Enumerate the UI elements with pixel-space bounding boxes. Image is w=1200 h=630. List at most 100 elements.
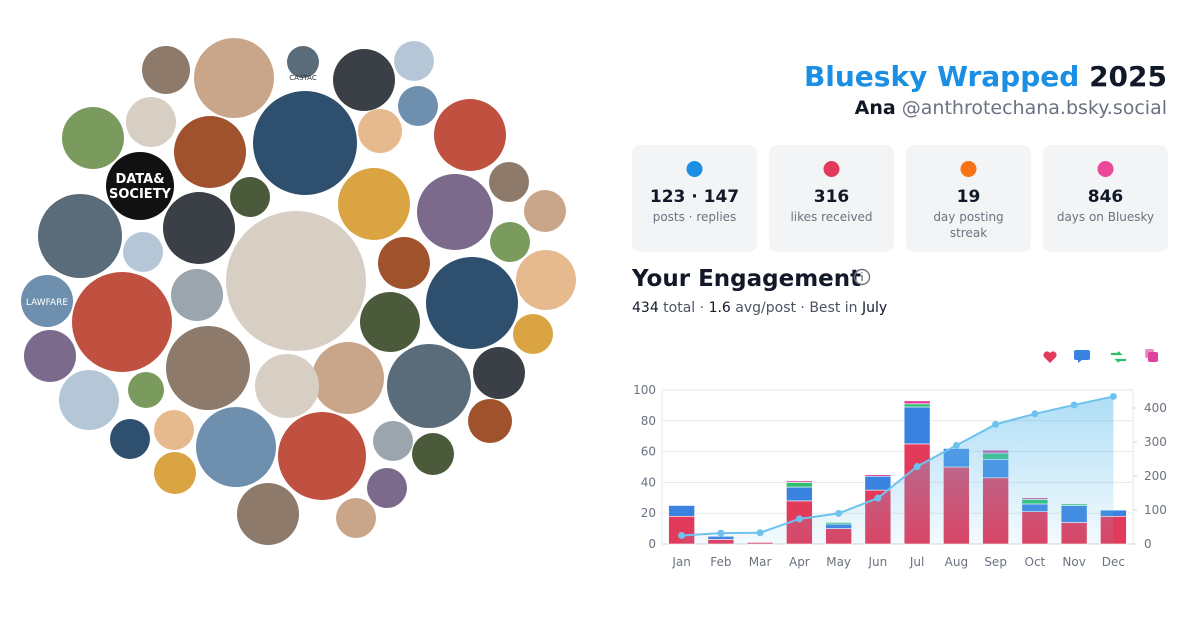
- title-year: 2025: [1089, 60, 1167, 93]
- title-text: Bluesky Wrapped: [804, 60, 1079, 93]
- stat-card: [769, 145, 894, 252]
- y-tick-label: 40: [641, 475, 656, 489]
- summary-part: 434: [632, 300, 659, 316]
- avatar: [166, 326, 250, 410]
- avatar: [287, 46, 319, 78]
- line-point: [678, 532, 686, 540]
- avatar: [412, 433, 454, 475]
- summary-part: 1.6: [709, 300, 731, 316]
- avatar: [516, 250, 576, 310]
- x-tick-label: Mar: [749, 555, 772, 569]
- avatar: [59, 370, 119, 430]
- avatar: [142, 46, 190, 94]
- bar-segment: [668, 505, 695, 517]
- engagement-title: Your Engagement: [631, 266, 861, 292]
- x-tick-label: Jun: [868, 555, 888, 569]
- avatar: [230, 177, 270, 217]
- x-tick-label: Jul: [909, 555, 924, 569]
- avatar: [524, 190, 566, 232]
- stats: 123 · 147 posts · replies 316 likes receive…: [632, 145, 1168, 252]
- avatar: [358, 109, 402, 153]
- stat-card: [632, 145, 757, 252]
- avatar: [226, 211, 366, 351]
- avatar: [513, 314, 553, 354]
- avatar-text: SOCIETY: [109, 187, 172, 202]
- line-point: [1109, 392, 1117, 400]
- avatar: [62, 107, 124, 169]
- avatar: [367, 468, 407, 508]
- avatar: [417, 174, 493, 250]
- user-line: Ana @anthrotechana.bsky.social: [855, 97, 1167, 119]
- y2-tick-label: 400: [1144, 401, 1167, 415]
- x-tick-label: Feb: [710, 555, 731, 569]
- avatar: [110, 419, 150, 459]
- bar-segment: [786, 486, 813, 502]
- stat-value: 846: [1088, 187, 1124, 207]
- line-point: [795, 515, 803, 523]
- avatar: [38, 194, 122, 278]
- avatar: [426, 257, 518, 349]
- avatar: [106, 152, 174, 220]
- y2-tick-label: 100: [1144, 503, 1167, 517]
- bar-segment: [786, 480, 813, 483]
- avatar-text: CASTAC: [289, 74, 317, 82]
- y2-tick-label: 200: [1144, 469, 1167, 483]
- bar-segment: [903, 406, 931, 445]
- stat-icon: [686, 161, 703, 177]
- stat-label: day posting: [933, 210, 1003, 224]
- line-point: [835, 509, 843, 517]
- avatar: [126, 97, 176, 147]
- avatar: [489, 162, 529, 202]
- user-handle: @anthrotechana.bsky.social: [902, 97, 1167, 119]
- avatar: [312, 342, 384, 414]
- y-tick-label: 20: [641, 506, 656, 520]
- stat-card: [906, 145, 1031, 252]
- x-tick-label: Nov: [1062, 555, 1085, 569]
- avatar: [387, 344, 471, 428]
- engagement-chart: 0 20 40 60 80 100 0 100 200 300 400 Jan Feb Mar Apr May…: [633, 383, 1167, 569]
- line-area: [681, 396, 1114, 544]
- avatar: [394, 41, 434, 81]
- stat-value: 123 · 147: [650, 187, 739, 207]
- line-point: [756, 529, 764, 537]
- avatar: [378, 237, 430, 289]
- stat-icon: [960, 161, 977, 177]
- bar-segment: [864, 474, 892, 477]
- wrapped-title: Bluesky Wrapped 2025: [804, 60, 1167, 93]
- avatar: [21, 275, 73, 327]
- line-point: [992, 420, 1000, 428]
- avatar: [123, 232, 163, 272]
- y-tick-label: 80: [641, 414, 656, 428]
- stat-value: 19: [957, 187, 981, 207]
- avatar: [255, 354, 319, 418]
- x-tick-label: Oct: [1025, 555, 1046, 569]
- avatar: [196, 407, 276, 487]
- summary-part: July: [861, 300, 887, 316]
- bar-segment: [903, 400, 931, 405]
- avatar-text: LAWFARE: [26, 298, 69, 308]
- x-tick-label: Aug: [945, 555, 968, 569]
- avatar: [174, 116, 246, 188]
- stat-card: [1043, 145, 1168, 252]
- stat-icon: [1097, 161, 1114, 177]
- stat-label: likes received: [790, 210, 872, 224]
- line-point: [717, 529, 725, 537]
- avatar: [194, 38, 274, 118]
- stat-label: posts · replies: [653, 210, 737, 224]
- bar-segment: [786, 482, 813, 488]
- y-tick-label: 100: [633, 383, 656, 397]
- y-tick-label: 60: [641, 445, 656, 459]
- summary-part: total ·: [659, 300, 709, 316]
- y2-tick-label: 0: [1144, 537, 1152, 551]
- y2-tick-label: 300: [1144, 435, 1167, 449]
- avatar: [333, 49, 395, 111]
- x-tick-label: Jan: [671, 555, 691, 569]
- bar-segment: [903, 403, 931, 408]
- info-icon: [853, 268, 871, 286]
- line-point: [1031, 410, 1039, 418]
- avatar-cloud: DATA&SOCIETY LAWFARE CASTAC: [21, 38, 576, 545]
- avatar: [154, 410, 194, 450]
- avatar: [398, 86, 438, 126]
- avatar: [373, 421, 413, 461]
- avatar: [278, 412, 366, 500]
